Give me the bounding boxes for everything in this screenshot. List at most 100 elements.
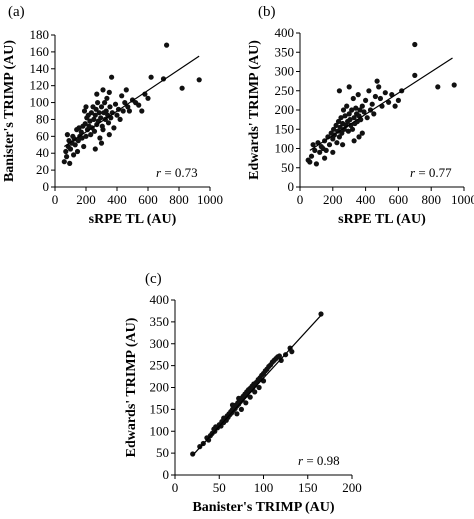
y-tick-label: 50	[156, 445, 169, 460]
data-point	[361, 109, 367, 115]
correlation-label: r = 0.77	[410, 165, 452, 180]
x-tick-label: 1000	[451, 192, 474, 207]
y-tick-label: 40	[36, 145, 49, 160]
data-point	[336, 134, 342, 140]
data-point	[126, 108, 132, 114]
data-point	[100, 87, 106, 93]
data-point	[82, 121, 88, 127]
data-point	[218, 423, 224, 429]
data-point	[344, 103, 350, 109]
data-point	[252, 389, 258, 395]
data-point	[103, 108, 109, 114]
data-point	[339, 130, 345, 136]
y-tick-label: 200	[275, 102, 295, 117]
x-tick-label: 1000	[197, 192, 223, 207]
data-point	[278, 357, 284, 363]
regression-line	[63, 55, 200, 147]
data-point	[451, 82, 457, 88]
data-point	[371, 111, 377, 117]
data-point	[120, 108, 126, 114]
y-tick-label: 150	[150, 401, 170, 416]
data-point	[114, 112, 120, 118]
data-point	[323, 147, 329, 153]
regression-line	[192, 314, 322, 456]
data-point	[81, 143, 87, 150]
data-point	[74, 148, 81, 155]
data-point	[91, 116, 97, 122]
data-point	[76, 125, 82, 131]
data-point	[93, 106, 99, 112]
y-axis-title: Edwards' TRIMP (AU)	[124, 317, 139, 457]
data-point	[100, 127, 106, 133]
data-point	[330, 136, 336, 142]
y-tick-label: 50	[281, 160, 294, 175]
panel-label: (c)	[145, 271, 162, 287]
data-point	[372, 93, 378, 100]
data-point	[119, 93, 125, 99]
data-point	[359, 103, 365, 109]
data-point	[310, 142, 316, 148]
data-point	[67, 160, 73, 166]
data-point	[392, 103, 398, 109]
data-point	[308, 153, 315, 159]
x-tick-label: 200	[76, 192, 96, 207]
data-point	[72, 142, 78, 148]
data-point	[71, 152, 77, 158]
r-symbol: r	[298, 453, 304, 468]
y-tick-label: 160	[30, 44, 50, 59]
data-point	[341, 126, 347, 132]
data-point	[64, 132, 70, 138]
data-point	[247, 394, 253, 400]
data-point	[346, 111, 352, 117]
data-point	[236, 395, 242, 401]
y-tick-label: 250	[150, 358, 170, 373]
data-point	[92, 146, 98, 152]
data-point	[97, 135, 103, 141]
y-tick-label: 80	[36, 111, 49, 126]
correlation-label: r = 0.98	[298, 453, 340, 468]
r-symbol: r	[156, 165, 162, 180]
data-point	[87, 118, 93, 124]
y-tick-label: 180	[30, 27, 50, 42]
data-point	[435, 84, 441, 90]
correlation-label: r = 0.73	[156, 165, 198, 180]
data-point	[333, 122, 339, 128]
r-symbol: r	[410, 165, 416, 180]
data-point	[347, 117, 353, 123]
data-point	[238, 406, 244, 412]
data-point	[307, 159, 313, 165]
data-point	[369, 101, 375, 107]
y-tick-label: 250	[275, 83, 295, 98]
y-axis-title: Banister's TRIMP (AU)	[2, 40, 17, 182]
data-point	[123, 87, 129, 93]
data-point	[349, 126, 356, 132]
data-point	[353, 105, 359, 111]
data-point	[145, 95, 151, 101]
x-axis-title: sRPE TL (AU)	[89, 212, 177, 227]
y-tick-label: 300	[275, 64, 295, 79]
x-tick-label: 0	[52, 192, 59, 207]
data-point	[95, 100, 101, 106]
data-point	[338, 115, 344, 121]
data-point	[112, 101, 119, 107]
data-point	[331, 126, 337, 132]
y-tick-label: 0	[43, 179, 50, 194]
data-point	[335, 128, 341, 134]
y-tick-label: 100	[30, 95, 50, 110]
data-point	[243, 400, 249, 406]
data-point	[109, 74, 115, 80]
panel-label: (b)	[258, 4, 276, 20]
data-point	[276, 353, 282, 359]
data-point	[136, 102, 142, 108]
x-tick-label: 600	[389, 192, 409, 207]
y-tick-label: 0	[288, 179, 295, 194]
data-point	[317, 149, 323, 155]
data-point	[111, 125, 117, 131]
y-axis-title: Edwards' TRIMP (AU)	[247, 40, 262, 180]
data-point	[88, 132, 94, 138]
data-point	[351, 115, 357, 121]
x-tick-label: 800	[421, 192, 441, 207]
data-point	[92, 112, 98, 118]
data-point	[104, 95, 110, 101]
